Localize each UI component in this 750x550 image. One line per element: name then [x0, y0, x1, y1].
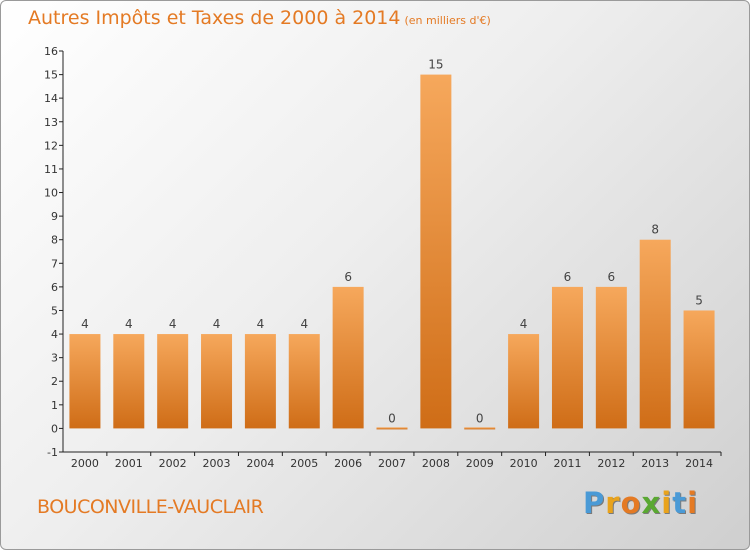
- bar-value-label: 4: [213, 317, 221, 331]
- logo-letter: x: [641, 486, 662, 520]
- y-tick-label: 4: [51, 328, 58, 341]
- bar-2001: [113, 334, 145, 429]
- y-tick-label: 3: [51, 352, 58, 365]
- logo-letter: P: [583, 486, 606, 520]
- bar-value-label: 6: [608, 270, 616, 284]
- x-tick-label: 2013: [641, 457, 669, 470]
- bar-2004: [244, 334, 276, 429]
- y-tick-label: 1: [51, 399, 58, 412]
- commune-name: BOUCONVILLE-VAUCLAIR: [37, 496, 264, 518]
- chart-title: Autres Impôts et Taxes de 2000 à 2014 (en…: [28, 7, 491, 29]
- y-tick-label: 11: [44, 163, 58, 176]
- y-tick-label: 13: [44, 116, 58, 129]
- y-tick-label: 16: [44, 45, 58, 58]
- logo-letter: i: [661, 486, 673, 520]
- logo-letter: o: [620, 486, 642, 520]
- chart-unit: (en milliers d'€): [404, 14, 491, 27]
- x-tick-label: 2000: [71, 457, 99, 470]
- y-tick-label: 2: [51, 375, 58, 388]
- bar-value-label: 4: [81, 317, 89, 331]
- x-tick-label: 2010: [510, 457, 538, 470]
- bar-2009: [464, 427, 496, 430]
- x-tick-label: 2005: [290, 457, 318, 470]
- y-tick-label: 12: [44, 139, 58, 152]
- bar-2002: [157, 334, 189, 429]
- x-tick-label: 2003: [203, 457, 231, 470]
- bar-value-label: 4: [300, 317, 308, 331]
- bar-2008: [420, 74, 452, 429]
- bar-value-label: 4: [520, 317, 528, 331]
- bar-2014: [683, 310, 715, 429]
- logo-letter: r: [605, 486, 621, 520]
- y-tick-label: 6: [51, 281, 58, 294]
- bar-2003: [201, 334, 233, 429]
- x-tick-label: 2011: [553, 457, 581, 470]
- x-tick-label: 2012: [597, 457, 625, 470]
- bar-value-label: 4: [169, 317, 177, 331]
- bar-value-label: 6: [344, 270, 352, 284]
- y-tick-label: 9: [51, 210, 58, 223]
- bar-2013: [639, 239, 671, 429]
- chart-title-text: Autres Impôts et Taxes de 2000 à 2014: [28, 7, 401, 29]
- bar-value-label: 5: [695, 293, 703, 307]
- bar-2005: [288, 334, 320, 429]
- x-tick-label: 2004: [246, 457, 274, 470]
- y-tick-label: 10: [44, 187, 58, 200]
- y-tick-label: 5: [51, 304, 58, 317]
- proxiti-logo: Proxiti: [583, 486, 698, 520]
- bar-value-label: 6: [564, 270, 572, 284]
- logo-letter: t: [672, 486, 688, 520]
- y-tick-label: 7: [51, 257, 58, 270]
- bar-2007: [376, 427, 408, 430]
- y-tick-label: 14: [44, 92, 58, 105]
- x-tick-label: 2002: [159, 457, 187, 470]
- bar-value-label: 8: [651, 223, 659, 237]
- x-tick-label: 2008: [422, 457, 450, 470]
- x-tick-label: 2014: [685, 457, 713, 470]
- bar-2011: [551, 286, 583, 429]
- logo-letter: i: [687, 486, 699, 520]
- y-tick-label: -1: [47, 446, 58, 459]
- y-tick-label: 0: [51, 422, 58, 435]
- bars: 4 4 4 4 4 4 6 0 15 0 4 6 6 8 5: [69, 58, 715, 430]
- x-tick-label: 2009: [466, 457, 494, 470]
- bar-value-label: 4: [257, 317, 265, 331]
- bar-value-label: 4: [125, 317, 133, 331]
- bar-value-label: 15: [428, 58, 443, 72]
- bar-2000: [69, 334, 101, 429]
- x-tick-label: 2001: [115, 457, 143, 470]
- y-tick-label: 15: [44, 69, 58, 82]
- x-tick-label: 2006: [334, 457, 362, 470]
- y-tick-label: 8: [51, 234, 58, 247]
- x-axis-ticks: 2000 2001 2002 2003 2004 2005 2006 2007 2008 2009…: [71, 452, 722, 470]
- bar-value-label: 0: [476, 411, 484, 425]
- bar-2006: [332, 286, 364, 429]
- x-tick-label: 2007: [378, 457, 406, 470]
- bar-2012: [595, 286, 627, 429]
- bar-2010: [508, 334, 540, 429]
- bar-value-label: 0: [388, 411, 396, 425]
